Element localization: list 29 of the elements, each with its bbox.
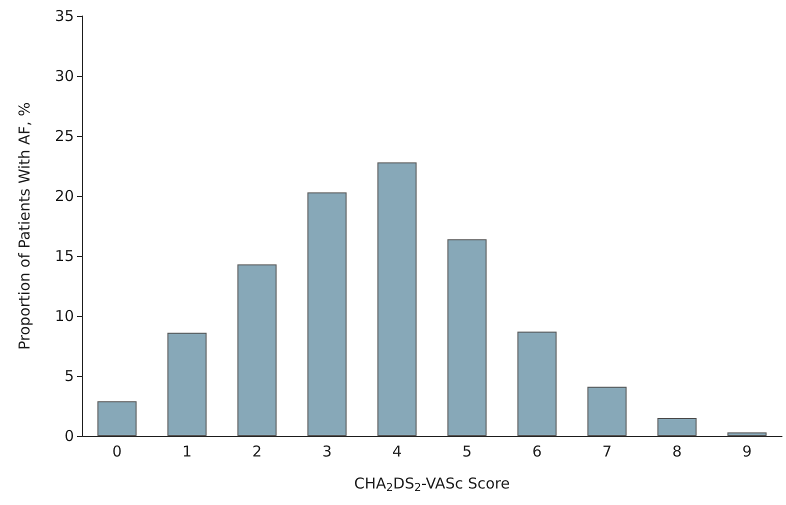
bar	[447, 239, 487, 436]
bar	[167, 332, 207, 436]
x-tick-label: 2	[252, 442, 262, 460]
y-axis-title: Proportion of Patients With AF, %	[16, 102, 34, 350]
x-tick-label: 4	[392, 442, 402, 460]
bar	[657, 418, 697, 436]
x-tick-label: 8	[672, 442, 682, 460]
x-tick-label: 9	[742, 442, 752, 460]
y-tick-label: 35	[54, 7, 74, 25]
bar	[727, 432, 767, 436]
bar	[97, 401, 137, 436]
x-tick-label: 7	[602, 442, 612, 460]
y-tick-label: 20	[54, 187, 74, 205]
y-tick-label: 5	[64, 367, 74, 385]
bar	[307, 192, 347, 436]
x-tick-label: 3	[322, 442, 332, 460]
x-tick-label: 5	[462, 442, 472, 460]
x-tick-label: 6	[532, 442, 542, 460]
y-tick-label: 30	[54, 67, 74, 85]
x-tick-label: 1	[182, 442, 192, 460]
bar	[377, 162, 417, 436]
bar	[237, 264, 277, 436]
y-tick-label: 15	[54, 247, 74, 265]
bar	[517, 332, 557, 436]
y-tick-label: 25	[54, 127, 74, 145]
y-tick-label: 0	[64, 427, 74, 445]
y-tick-label: 10	[54, 307, 74, 325]
bar	[587, 386, 627, 436]
x-tick-label: 0	[112, 442, 122, 460]
